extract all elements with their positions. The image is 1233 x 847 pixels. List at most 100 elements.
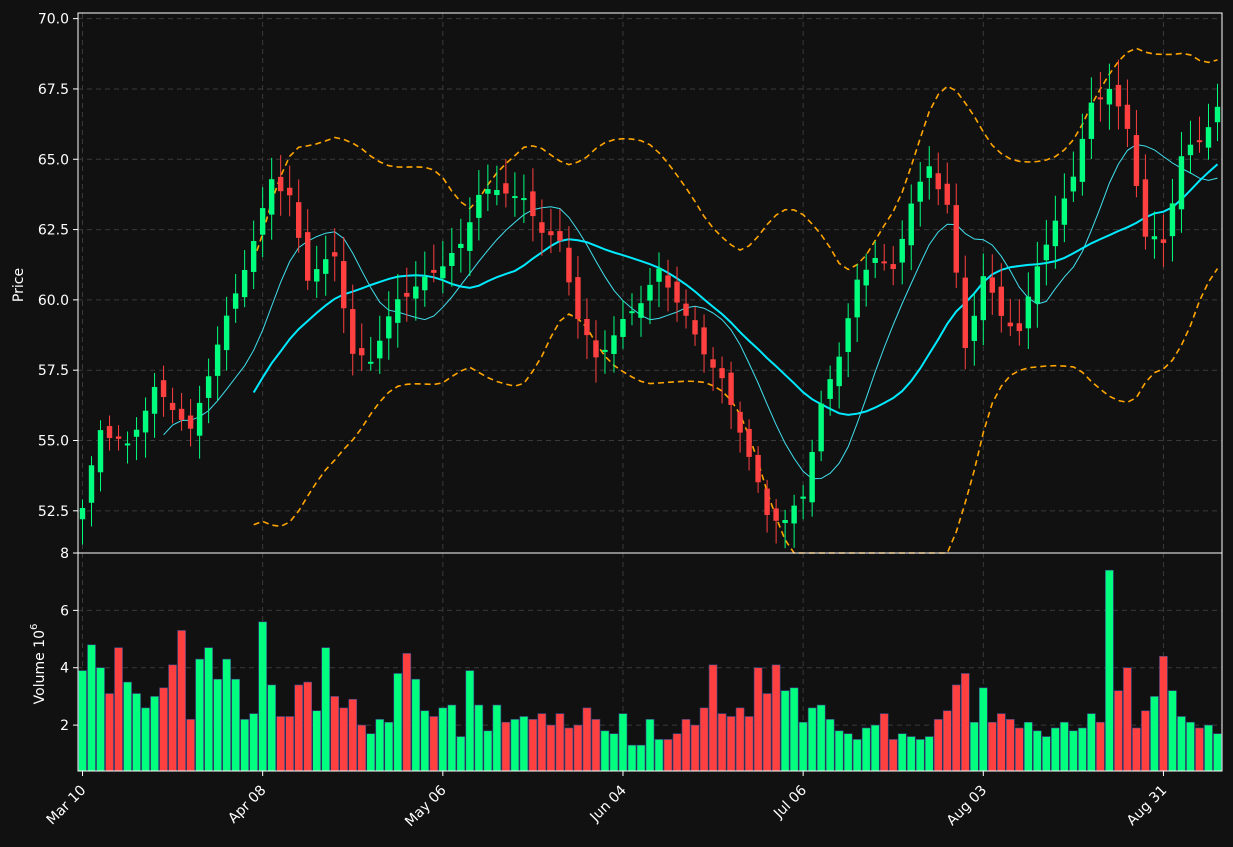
candle-body: [1034, 266, 1041, 304]
candlestick: [431, 244, 437, 283]
volume-bar: [1204, 724, 1213, 772]
volume-bar: [771, 664, 781, 772]
candlestick: [413, 261, 419, 321]
candle-body: [458, 243, 464, 249]
volume-bar: [1159, 655, 1168, 772]
candle-body: [314, 269, 320, 282]
candlestick: [521, 174, 527, 224]
candle-body: [286, 187, 293, 196]
candlestick: [187, 399, 194, 447]
candlestick: [1097, 72, 1104, 122]
volume-bar: [240, 719, 249, 772]
volume-bar: [1060, 721, 1069, 772]
candle-body: [223, 315, 230, 351]
candlestick: [737, 401, 743, 453]
volume-bar: [987, 721, 997, 772]
candlestick: [359, 323, 365, 372]
candle-body: [404, 292, 410, 297]
candle-body: [953, 205, 959, 273]
candle-body: [872, 258, 878, 263]
candlestick: [638, 285, 644, 337]
volume-bar: [627, 744, 637, 772]
candle-body: [854, 279, 860, 318]
candle-body: [1205, 127, 1212, 148]
candle-body: [304, 232, 311, 281]
volume-bar: [997, 713, 1006, 772]
price-y-tick-label: 55.0: [38, 434, 69, 450]
candle-body: [845, 318, 851, 353]
candlestick: [494, 165, 500, 206]
volume-bar: [519, 716, 529, 772]
candle-body: [431, 269, 437, 273]
volume-bar: [204, 647, 213, 772]
volume-bar: [1132, 727, 1141, 772]
volume-bar: [681, 719, 691, 772]
volume-bar: [1087, 713, 1096, 772]
x-axis-ticks: Mar 10 Apr 08 May 06 Jun 04 Jul 06 Aug 03 Aug …: [44, 771, 1170, 830]
volume-bar: [699, 707, 709, 772]
candle-body: [566, 247, 572, 283]
candle-body: [1016, 323, 1023, 332]
candle-body: [611, 335, 617, 354]
volume-bar: [906, 736, 916, 772]
volume-bar: [600, 730, 610, 772]
volume-bar: [231, 678, 240, 772]
candle-body: [683, 303, 689, 316]
volume-bar: [1006, 719, 1015, 772]
volume-bar: [492, 704, 502, 772]
volume-bar: [1051, 727, 1060, 772]
volume-bar: [546, 724, 556, 772]
candlestick: [845, 303, 851, 378]
candlestick: [241, 250, 248, 308]
volume-bar: [339, 707, 349, 772]
volume-bar: [636, 744, 646, 772]
candlestick: [719, 356, 725, 404]
candlestick: [665, 259, 671, 312]
x-tick-label: May 06: [402, 782, 450, 830]
volume-bar: [1150, 696, 1159, 772]
x-tick-label: Jul 06: [770, 782, 810, 822]
volume-bars: [78, 569, 1222, 772]
candlestick: [1007, 298, 1014, 336]
candlestick: [232, 274, 239, 323]
volume-bar: [897, 733, 907, 772]
candle-body: [1196, 140, 1203, 143]
candle-body: [755, 454, 761, 483]
volume-bar: [420, 710, 430, 772]
volume-bar: [789, 687, 799, 772]
candle-body: [1160, 239, 1167, 243]
candlesticks: [79, 59, 1221, 549]
candle-body: [106, 426, 113, 438]
volume-bar: [123, 681, 132, 772]
candle-body: [827, 379, 833, 399]
candle-body: [629, 311, 635, 314]
price-y-ticks: 52.5 55.0 57.5 60.0 62.5 65.0 67.5 70.0: [38, 12, 78, 520]
candlestick: [332, 228, 338, 282]
volume-bar: [825, 719, 835, 772]
candlestick: [575, 255, 581, 339]
candlestick: [1160, 214, 1167, 267]
volume-bar: [654, 739, 664, 772]
candle-body: [386, 316, 392, 339]
candlestick: [557, 209, 563, 252]
candlestick: [404, 267, 410, 322]
candle-body: [980, 276, 986, 321]
candlestick: [1115, 59, 1122, 130]
candlestick: [250, 220, 257, 290]
candlestick: [1151, 211, 1158, 259]
candle-body: [701, 327, 707, 355]
candle-body: [1124, 104, 1131, 129]
volume-bar: [483, 730, 493, 772]
candle-body: [521, 198, 527, 201]
volume-bar: [807, 707, 817, 772]
candle-body: [665, 275, 671, 288]
volume-bar: [1078, 727, 1087, 772]
candlestick: [395, 274, 401, 348]
candlestick: [1034, 241, 1041, 328]
volume-bar: [330, 696, 340, 772]
volume-bar: [348, 698, 358, 772]
ma-fast-line: [163, 143, 1218, 480]
candlestick: [133, 417, 140, 461]
candle-body: [295, 202, 302, 238]
candle-body: [863, 269, 869, 286]
